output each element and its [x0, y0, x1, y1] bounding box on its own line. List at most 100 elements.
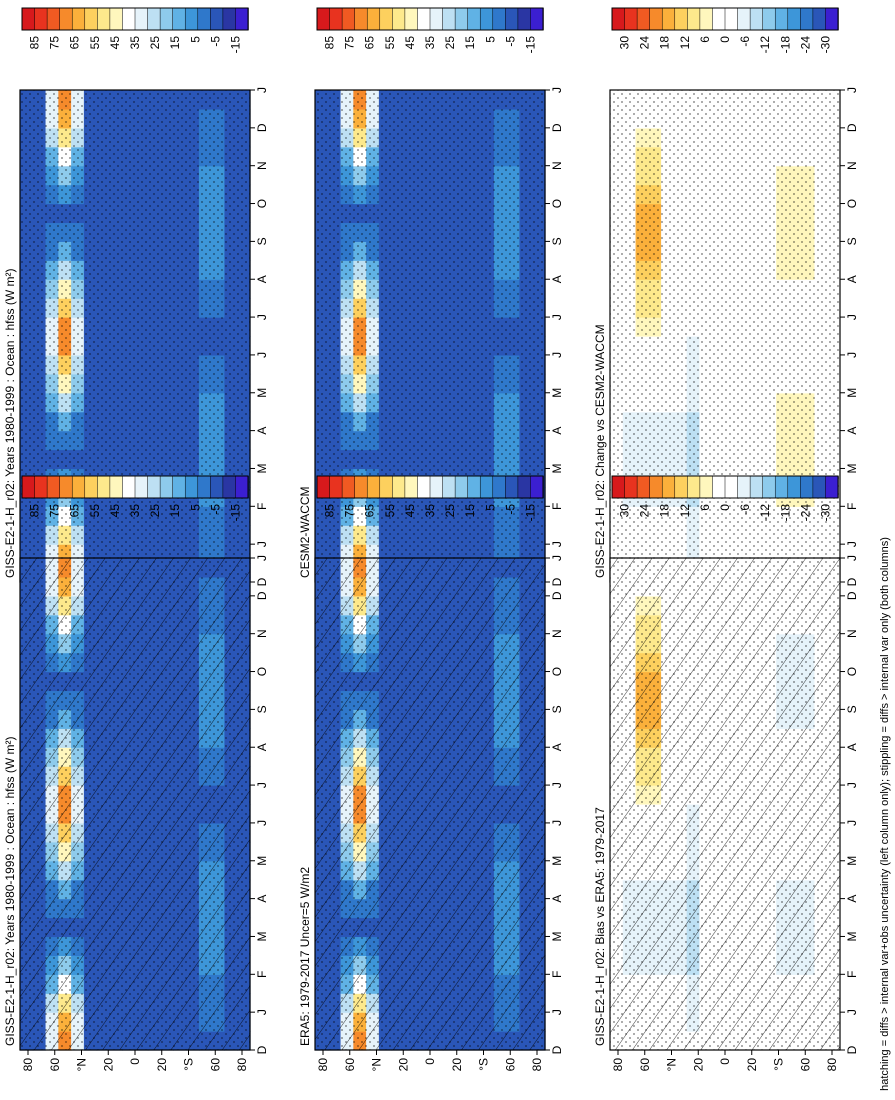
month-tick-label: F: [845, 503, 859, 510]
month-tick-label: O: [845, 199, 859, 208]
colorbar-swatch: [479, 475, 494, 499]
colorbar-swatch: [787, 7, 802, 31]
month-tick-label: J: [550, 555, 564, 561]
colorbar-swatch: [210, 7, 224, 31]
colorbar-label: -12: [758, 504, 772, 522]
colorbar-swatch: [404, 7, 419, 31]
month-tick-label: J: [845, 314, 859, 320]
colorbar-swatch: [222, 475, 237, 499]
colorbar-label: 5: [483, 36, 497, 43]
lat-tick-label: 60: [48, 1058, 62, 1072]
colorbar-label: -5: [503, 36, 517, 47]
month-tick-label: D: [255, 577, 269, 586]
month-tick-label: S: [550, 237, 564, 245]
colorbar-swatch: [429, 475, 444, 499]
colorbar-swatch: [71, 7, 86, 31]
colorbar-swatch: [517, 475, 532, 499]
colorbar-swatch: [492, 475, 507, 499]
month-tick-label: N: [255, 629, 269, 638]
colorbar-label: 5: [188, 36, 202, 43]
colorbar-swatch: [505, 7, 519, 31]
colorbar-frame: [611, 475, 839, 499]
colorbar-label: 15: [463, 504, 477, 518]
lat-tick-label: 20: [155, 1058, 169, 1072]
colorbar-swatch: [505, 475, 519, 499]
colorbar-swatch: [737, 475, 751, 499]
plot-area: [19, 557, 251, 1051]
colorbar-swatch: [530, 475, 544, 499]
colorbar-label: 55: [88, 504, 102, 518]
colorbar-swatch: [687, 7, 701, 31]
colorbar-swatch: [97, 475, 111, 499]
month-tick-label: D: [845, 591, 859, 600]
colorbar-label: -24: [798, 36, 812, 54]
colorbar-swatch: [429, 7, 444, 31]
colorbar-swatch: [825, 475, 839, 499]
hatching-overlay: [315, 558, 545, 1050]
month-tick-label: D: [550, 1045, 564, 1054]
month-tick-label: A: [845, 275, 859, 283]
colorbar-swatch: [159, 475, 174, 499]
colorbar-swatch: [737, 7, 751, 31]
month-tick-label: F: [255, 971, 269, 978]
month-tick-label: J: [550, 1009, 564, 1015]
colorbar-swatch: [147, 475, 161, 499]
month-tick-label: J: [550, 541, 564, 547]
colorbar-label: 6: [698, 36, 712, 43]
colorbar: 30 24 18 12 6 0 -6 -12 -18 -24 -30: [611, 7, 839, 54]
colorbar-swatch: [366, 7, 381, 31]
colorbar-swatch: [134, 475, 149, 499]
lat-tick-label: 60: [503, 1058, 517, 1072]
colorbar-label: -6: [738, 504, 752, 515]
month-tick-label: A: [255, 743, 269, 751]
colorbar-label: -5: [208, 504, 222, 515]
month-tick-label: O: [550, 199, 564, 208]
month-tick-label: D: [550, 123, 564, 132]
colorbar-swatch: [624, 475, 638, 499]
colorbar-label: 55: [383, 504, 397, 518]
colorbar: 85 75 65 55 45 35 25 15 5 -5 -15: [316, 475, 544, 521]
month-tick-label: S: [255, 237, 269, 245]
colorbar-label: 30: [618, 504, 632, 518]
colorbar-swatch: [46, 7, 61, 31]
colorbar-swatch: [712, 475, 726, 499]
colorbar-swatch: [21, 475, 36, 499]
colorbar-swatch: [712, 7, 726, 31]
colorbar-swatch: [774, 7, 789, 31]
month-tick-label: D: [845, 577, 859, 586]
lat-tick-label: 80: [530, 1058, 544, 1072]
month-tick-label: D: [550, 577, 564, 586]
colorbar-label: 25: [443, 36, 457, 50]
month-tick-label: J: [845, 782, 859, 788]
colorbar-swatch: [825, 7, 839, 31]
colorbar-swatch: [812, 475, 827, 499]
month-tick-label: A: [845, 895, 859, 903]
colorbar-label: 55: [383, 36, 397, 50]
colorbar-label: -15: [523, 36, 537, 54]
colorbar-swatch: [59, 475, 73, 499]
lat-tick-label: 20: [691, 1058, 705, 1072]
lat-tick-label: 60: [638, 1058, 652, 1072]
colorbar-swatch: [316, 7, 331, 31]
colorbar-label: -15: [228, 36, 242, 54]
colorbar-label: 30: [618, 36, 632, 50]
colorbar-label: -5: [208, 36, 222, 47]
colorbar: 85 75 65 55 45 35 25 15 5 -5 -15: [21, 475, 249, 521]
panel-bottom-left: 80 60 °N 20 0 20 °S 60 80DJFMAMJJASONDJGISS-E2-1…: [593, 475, 859, 1072]
colorbar-label: 25: [148, 504, 162, 518]
colorbar-swatch: [46, 475, 61, 499]
colorbar-label: 85: [28, 504, 42, 518]
colorbar-label: 24: [638, 504, 652, 518]
panel-middle-right: 8060°N20020°S6080DJFMAMJJASONDJCESM2-WAC…: [298, 7, 564, 603]
colorbar-swatch: [84, 475, 99, 499]
month-tick-label: M: [255, 856, 269, 866]
colorbar-frame: [21, 475, 249, 499]
colorbar-swatch: [172, 7, 186, 31]
month-tick-label: J: [255, 1009, 269, 1015]
month-tick-label: S: [550, 705, 564, 713]
month-tick-label: M: [550, 931, 564, 941]
month-tick-label: O: [255, 667, 269, 676]
month-tick-label: M: [550, 463, 564, 473]
plot-area: [314, 89, 546, 583]
